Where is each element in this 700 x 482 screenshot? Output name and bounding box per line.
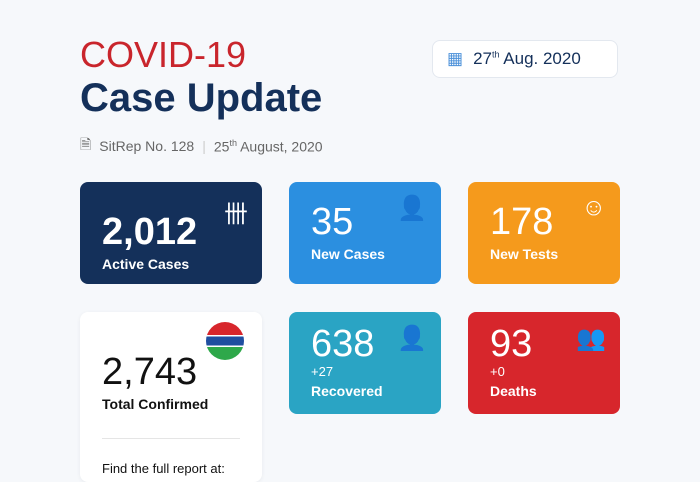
people-icon: 👥 (576, 325, 606, 352)
tally-icon: 卌 (224, 201, 248, 228)
document-icon: 🗎 (80, 136, 92, 152)
card-new-cases: 👤 35 New Cases (289, 182, 441, 284)
user-plus-icon: 👤 (397, 195, 427, 222)
card-active-cases: 卌 2,012 Active Cases (80, 182, 262, 284)
gambia-flag-icon (206, 322, 244, 360)
title-case-update: Case Update (80, 76, 323, 120)
card-recovered: 👤 638 +27 Recovered (289, 312, 441, 414)
card-total-confirmed: 2,743 Total Confirmed Find the full repo… (80, 312, 262, 482)
report-meta: 🗎 SitRep No. 128 | 25th August, 2020 (80, 134, 323, 158)
calendar-icon: ▦ (447, 49, 464, 68)
head-thermometer-icon: ☺ (581, 194, 606, 221)
card-deaths: 👥 93 +0 Deaths (468, 312, 620, 414)
user-heart-icon: 👤 (397, 325, 427, 352)
date-badge: ▦ 27th Aug. 2020 (432, 40, 618, 78)
title-covid: COVID-19 (80, 34, 247, 75)
card-new-tests: ☺ 178 New Tests (468, 182, 620, 284)
